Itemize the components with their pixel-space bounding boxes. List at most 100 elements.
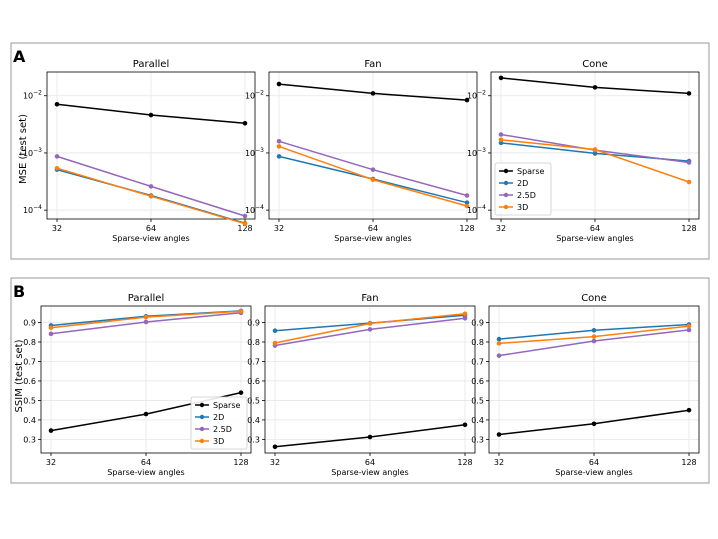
y-tick-label: 0.3: [23, 435, 36, 444]
data-point-3d: [498, 137, 504, 143]
y-tick-label: 0.9: [23, 319, 36, 328]
data-point-2-5d: [48, 331, 54, 337]
data-point-2-5d: [591, 338, 597, 344]
subplot-cone-a: Cone 32 64 128 Sparse-view angles 10−4 10−3 10−…: [467, 59, 700, 243]
data-point-2-5d: [148, 184, 154, 189]
legend-box: [190, 396, 248, 450]
x-tick-label: 64: [368, 224, 378, 233]
data-point-3d: [686, 179, 692, 185]
x-tick-label: 32: [494, 458, 504, 467]
data-point-sparse: [464, 97, 470, 103]
data-point-3d: [242, 221, 248, 226]
data-point-sparse: [272, 444, 278, 450]
x-tick-label: 32: [270, 458, 280, 467]
y-tick-label: 0.8: [471, 338, 484, 347]
x-tick-label: 32: [52, 224, 62, 233]
panel-b-letter: B: [13, 282, 25, 301]
y-tick-label: 0.4: [247, 416, 260, 425]
x-axis-label: Sparse-view angles: [556, 234, 633, 243]
data-point-2-5d: [367, 327, 373, 332]
legend-label-sparse: Sparse: [517, 167, 545, 176]
x-tick-label: 128: [459, 224, 474, 233]
legend-box: [494, 162, 552, 216]
subplot-title: Fan: [364, 59, 381, 70]
subplot-parallel-a: Parallel 32 64 128 Sparse-view angles 10−4 10−…: [23, 59, 256, 243]
legend-label-2-5d: 2.5D: [517, 191, 536, 200]
subplot-fan-a: Fan 32 64 128 Sparse-view angles 10−4 10−3 10−2: [245, 59, 478, 243]
data-point-sparse: [143, 411, 149, 417]
y-tick-label: 10−4: [245, 204, 264, 215]
y-tick-label: 0.9: [247, 319, 260, 328]
y-tick-label: 0.4: [471, 416, 484, 425]
x-tick-label: 64: [146, 224, 156, 233]
data-point-2d: [276, 154, 282, 159]
y-tick-label: 0.3: [247, 435, 260, 444]
data-point-sparse: [238, 390, 244, 395]
data-point-sparse: [686, 407, 692, 413]
y-tick-label: 0.5: [23, 396, 36, 405]
x-tick-label: 64: [365, 458, 375, 467]
data-point-2-5d: [462, 315, 468, 321]
data-point-3d: [48, 325, 54, 331]
x-tick-label: 32: [46, 458, 56, 467]
data-point-sparse: [686, 91, 692, 96]
data-point-2-5d: [686, 160, 692, 165]
legend: Sparse 2D 2.5D 3D: [190, 396, 248, 450]
subplot-fan-b: Fan 32 64 128 Sparse-view angles 0.3 0.4 0.5 0.6…: [247, 293, 476, 477]
y-tick-label: 0.4: [23, 416, 36, 425]
y-tick-label: 0.6: [471, 377, 484, 386]
y-tick-label: 0.8: [247, 338, 260, 347]
y-tick-label: 10−3: [245, 147, 264, 158]
subplot-group: Parallel 32 64 128 Sparse-view angles 10−4 10−…: [23, 59, 700, 477]
y-tick-label: 0.7: [247, 357, 260, 366]
data-point-2d: [464, 200, 470, 205]
data-point-3d: [272, 340, 278, 346]
data-point-3d: [686, 323, 692, 329]
data-point-2-5d: [464, 193, 470, 198]
y-tick-label: 10−4: [23, 204, 42, 215]
subplot-parallel-b: Parallel 32 64 128 Sparse-view angles 0.3 0.4 0…: [23, 293, 252, 477]
legend-marker-2-5d: [503, 192, 509, 198]
x-tick-label: 64: [590, 224, 600, 233]
x-tick-label: 128: [681, 458, 696, 467]
x-tick-label: 128: [233, 458, 248, 467]
legend-marker-2d: [503, 180, 509, 186]
x-tick-label: 128: [457, 458, 472, 467]
data-point-2-5d: [686, 327, 692, 333]
data-point-3d: [462, 311, 468, 317]
legend: Sparse 2D 2.5D 3D: [494, 162, 552, 216]
data-point-sparse: [496, 432, 502, 437]
panel-a-ylabel: MSE (test set): [18, 114, 29, 184]
subplot-title: Fan: [361, 293, 378, 304]
y-tick-label: 10−2: [23, 90, 42, 101]
x-tick-label: 128: [681, 224, 696, 233]
data-point-sparse: [54, 101, 60, 107]
subplot-title: Parallel: [133, 59, 169, 70]
y-tick-label: 0.3: [471, 435, 484, 444]
data-point-3d: [54, 165, 60, 171]
data-point-sparse: [276, 81, 282, 87]
x-tick-label: 128: [237, 224, 252, 233]
data-point-sparse: [498, 75, 504, 81]
x-axis-label: Sparse-view angles: [334, 234, 411, 243]
x-axis-label: Sparse-view angles: [112, 234, 189, 243]
legend-marker-sparse: [199, 402, 205, 408]
subplot-title: Cone: [581, 293, 607, 304]
data-point-2-5d: [143, 319, 149, 325]
data-point-sparse: [148, 112, 154, 118]
data-point-sparse: [367, 434, 373, 440]
x-axis-label: Sparse-view angles: [107, 468, 184, 477]
y-tick-label: 0.9: [471, 319, 484, 328]
legend-label-3d: 3D: [517, 203, 528, 212]
legend-marker-3d: [503, 204, 509, 210]
y-tick-label: 0.8: [23, 338, 36, 347]
data-point-sparse: [591, 421, 597, 427]
legend-label-3d: 3D: [213, 437, 224, 446]
data-point-3d: [276, 144, 282, 149]
data-point-3d: [238, 308, 244, 314]
data-point-2-5d: [242, 213, 248, 219]
data-point-sparse: [462, 422, 468, 428]
subplot-title: Parallel: [128, 293, 164, 304]
subplot-title: Cone: [582, 59, 608, 70]
